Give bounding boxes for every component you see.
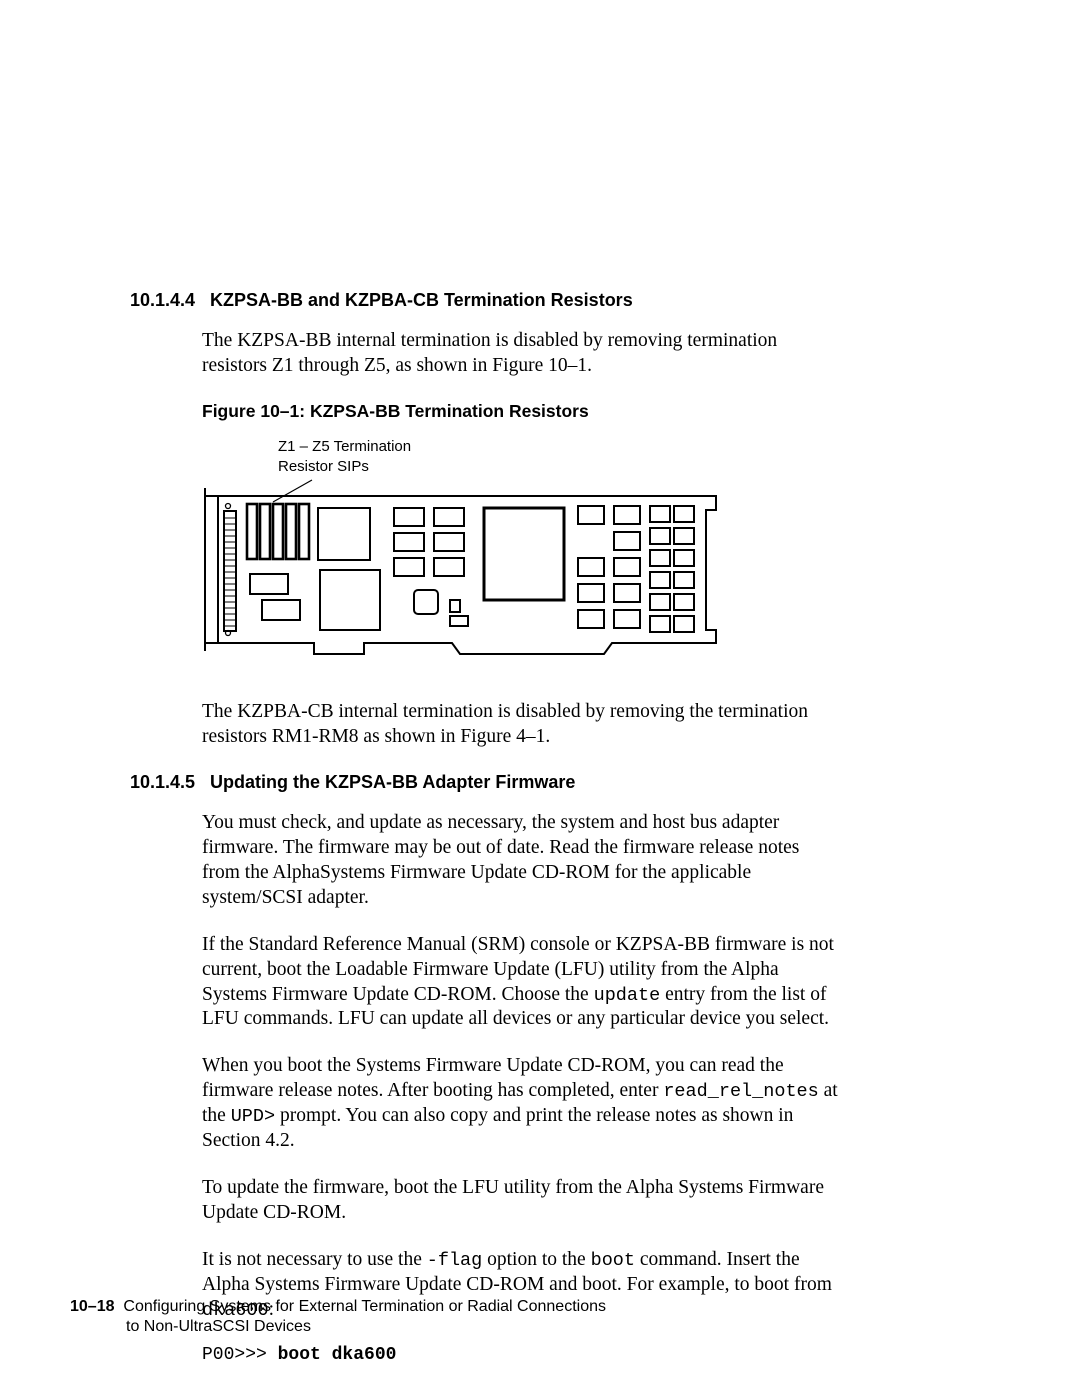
section-heading-2: 10.1.4.5Updating the KZPSA-BB Adapter Fi…	[130, 772, 950, 793]
para-s2-p1: You must check, and update as necessary,…	[202, 811, 842, 911]
code-update: update	[594, 985, 661, 1006]
section-heading-1: 10.1.4.4KZPSA-BB and KZPBA-CB Terminatio…	[130, 290, 950, 311]
code-boot: boot	[591, 1250, 635, 1271]
para-after-figure: The KZPBA-CB internal termination is dis…	[202, 700, 842, 750]
text-run: prompt. You can also copy and print the …	[202, 1105, 793, 1151]
console-cmd: boot dka600	[278, 1345, 397, 1365]
page-footer: 10–18 Configuring Systems for External T…	[70, 1297, 606, 1337]
pcb-diagram-icon	[202, 478, 722, 678]
footer-text-2: to Non-UltraSCSI Devices	[126, 1318, 311, 1335]
figure-block: Z1 – Z5 Termination Resistor SIPs	[202, 438, 950, 678]
para-s2-p4: To update the firmware, boot the LFU uti…	[202, 1176, 842, 1226]
page-number: 10–18	[70, 1298, 115, 1315]
para-s1-p1: The KZPSA-BB internal termination is dis…	[202, 329, 842, 379]
para-s2-p2: If the Standard Reference Manual (SRM) c…	[202, 933, 842, 1033]
console-example: P00>>> boot dka600	[202, 1345, 950, 1365]
text-run: option to the	[482, 1249, 590, 1270]
code-read-rel-notes: read_rel_notes	[663, 1081, 818, 1102]
console-prompt: P00>>>	[202, 1345, 278, 1365]
code-upd-prompt: UPD>	[231, 1106, 275, 1127]
section-number: 10.1.4.4	[130, 290, 210, 311]
para-s2-p3: When you boot the Systems Firmware Updat…	[202, 1054, 842, 1154]
figure-caption: Figure 10–1: KZPSA-BB Termination Resist…	[202, 401, 950, 422]
section-title-2: Updating the KZPSA-BB Adapter Firmware	[210, 772, 575, 792]
footer-text-1: Configuring Systems for External Termina…	[123, 1298, 606, 1315]
text-run: It is not necessary to use the	[202, 1249, 427, 1270]
section-title: KZPSA-BB and KZPBA-CB Termination Resist…	[210, 290, 633, 310]
code-flag: -flag	[427, 1250, 483, 1271]
document-page: 10.1.4.4KZPSA-BB and KZPBA-CB Terminatio…	[0, 0, 1080, 1397]
section-number-2: 10.1.4.5	[130, 772, 210, 793]
figure-label-line2: Resistor SIPs	[278, 458, 950, 476]
figure-label-line1: Z1 – Z5 Termination	[278, 438, 950, 456]
